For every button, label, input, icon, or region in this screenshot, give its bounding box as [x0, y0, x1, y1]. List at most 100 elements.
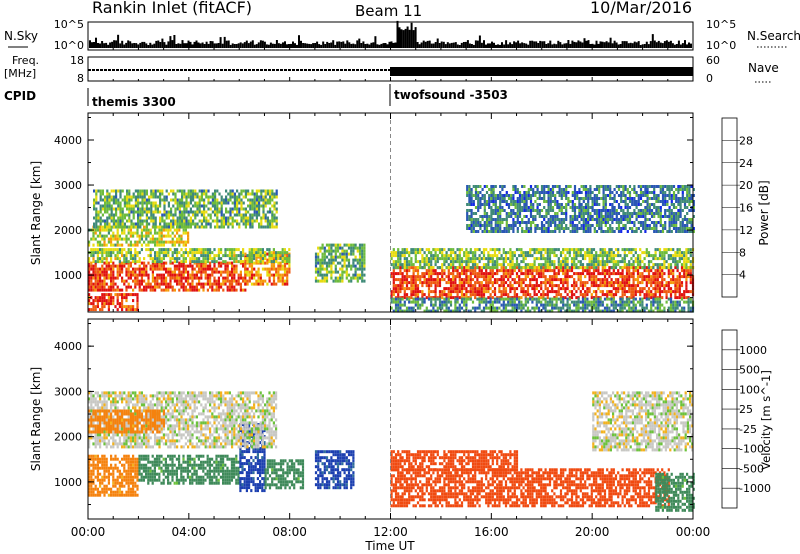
echo-cell — [632, 293, 635, 297]
echo-cell — [625, 290, 629, 294]
echo-cell — [445, 309, 448, 313]
echo-cell — [150, 213, 153, 217]
echo-cell — [264, 225, 267, 229]
echo-cell — [687, 269, 690, 273]
nsky-bar — [201, 42, 204, 48]
echo-cell — [110, 240, 113, 244]
nsky-bar — [418, 44, 421, 48]
echo-cell — [617, 254, 620, 258]
echo-cell — [176, 267, 179, 271]
echo-cell — [255, 270, 258, 274]
echo-cell — [150, 192, 153, 196]
echo-cell — [352, 249, 355, 253]
echo-cell — [634, 260, 637, 264]
echo-cell — [441, 300, 444, 304]
nsky-bar — [107, 44, 110, 48]
echo-cell — [630, 284, 633, 288]
echo-cell — [432, 248, 435, 252]
echo-cell — [392, 272, 395, 276]
echo-cell — [103, 279, 106, 283]
echo-cell — [132, 195, 135, 199]
echo-cell — [114, 243, 117, 247]
echo-cell — [358, 258, 362, 262]
echo-cell — [669, 281, 673, 285]
echo-cell — [606, 272, 609, 276]
nsky-bar — [117, 34, 120, 48]
echo-cell — [161, 225, 164, 229]
echo-cell — [138, 257, 141, 261]
echo-cell — [634, 306, 637, 310]
echo-cell — [110, 279, 113, 283]
echo-cell — [277, 276, 280, 280]
echo-cell — [522, 278, 525, 282]
echo-cell — [194, 216, 197, 220]
echo-cell — [401, 297, 404, 301]
echo-cell — [463, 284, 466, 288]
echo-cell — [187, 195, 190, 199]
echo-cell — [145, 288, 148, 292]
echo-cell — [619, 287, 622, 291]
echo-cell — [345, 264, 348, 268]
echo-cell — [184, 276, 187, 280]
nsky-bar — [553, 43, 556, 48]
echo-cell — [401, 272, 404, 276]
echo-cell — [148, 210, 151, 214]
echo-cell — [121, 222, 124, 226]
echo-cell — [487, 306, 490, 310]
echo-cell — [617, 303, 620, 307]
echo-cell — [460, 300, 464, 304]
echo-cell — [242, 264, 245, 268]
echo-cell — [198, 210, 201, 214]
echo-cell — [141, 207, 144, 211]
echo-cell — [107, 267, 110, 271]
nsky-bar — [667, 41, 670, 48]
echo-cell — [110, 273, 113, 277]
echo-cell — [482, 251, 486, 255]
echo-cell — [121, 225, 124, 229]
nsky-bar — [277, 43, 280, 48]
echo-cell — [145, 234, 148, 238]
echo-cell — [672, 290, 675, 294]
echo-cell — [206, 257, 209, 261]
echo-cell — [88, 285, 91, 289]
echo-cell — [652, 263, 655, 267]
echo-cell — [518, 300, 521, 304]
echo-cell — [229, 198, 232, 202]
echo-cell — [630, 272, 633, 276]
echo-cell — [94, 237, 97, 241]
echo-cell — [198, 264, 201, 268]
echo-cell — [94, 248, 97, 252]
echo-cell — [557, 297, 560, 301]
echo-cell — [612, 281, 615, 285]
echo-cell — [397, 303, 400, 307]
nsky-bar — [515, 42, 518, 48]
echo-cell — [132, 308, 135, 312]
echo-cell — [288, 260, 291, 264]
echo-cell — [105, 276, 108, 280]
echo-cell — [423, 297, 426, 301]
echo-cell — [685, 257, 688, 261]
echo-cell — [95, 219, 98, 223]
echo-cell — [336, 276, 340, 280]
nsky-bar — [651, 34, 654, 48]
echo-cell — [568, 254, 571, 258]
nsky-trace — [89, 20, 692, 48]
echo-cell — [526, 290, 530, 294]
echo-cell — [323, 273, 326, 277]
echo-cell — [336, 243, 340, 247]
echo-cell — [105, 270, 108, 274]
nsky-bar — [251, 40, 254, 48]
echo-cell — [636, 290, 640, 294]
echo-cell — [129, 276, 132, 280]
echo-cell — [104, 204, 107, 208]
echo-cell — [147, 276, 150, 280]
echo-cell — [394, 300, 398, 304]
echo-cell — [224, 251, 227, 255]
echo-cell — [244, 225, 247, 229]
echo-cell — [639, 263, 642, 267]
echo-cell — [401, 303, 404, 307]
echo-cell — [231, 267, 234, 271]
echo-cell — [449, 272, 453, 276]
echo-cell — [341, 276, 344, 280]
echo-cell — [211, 195, 214, 199]
